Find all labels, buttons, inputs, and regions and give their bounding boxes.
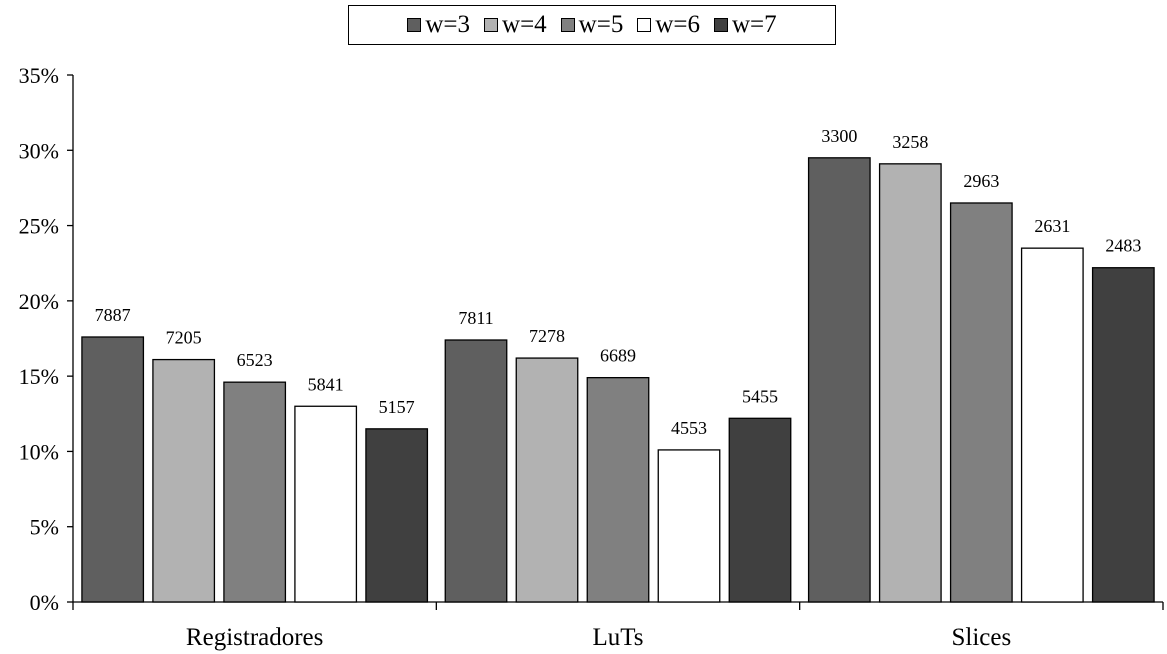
legend-swatch-w7 — [713, 18, 728, 32]
legend-label-w4: w=4 — [502, 11, 547, 38]
x-category-label: Registradores — [186, 624, 323, 651]
data-label: 5455 — [742, 386, 778, 406]
legend-item-w5: w=5 — [560, 11, 624, 39]
bar-w7-luts — [728, 417, 792, 603]
data-label: 5841 — [308, 374, 344, 394]
bar-w5-luts — [586, 376, 650, 603]
data-label: 2963 — [963, 171, 999, 191]
y-tick-label: 25% — [19, 214, 59, 239]
bar-w3-slices — [807, 157, 871, 603]
bar-w4-registradores — [152, 358, 216, 603]
legend-label-w7: w=7 — [731, 11, 777, 38]
y-tick-label: 15% — [19, 364, 59, 389]
x-category-label: Slices — [951, 624, 1011, 651]
data-label: 7811 — [458, 308, 493, 328]
data-label: 3300 — [821, 126, 857, 146]
bar-w6-luts — [657, 449, 721, 603]
bar-w5-slices — [949, 202, 1013, 603]
legend-item-w4: w=4 — [484, 11, 547, 39]
y-tick-label: 30% — [19, 138, 59, 163]
legend-swatch-w3 — [407, 18, 422, 32]
y-tick-label: 10% — [19, 439, 59, 464]
x-category-label: LuTs — [592, 624, 643, 651]
legend-swatch-w6 — [637, 18, 652, 32]
legend-item-w6: w=6 — [637, 11, 700, 39]
y-tick-label: 0% — [30, 590, 59, 615]
legend-item-w7: w=7 — [713, 11, 777, 39]
legend-item-w3: w=3 — [407, 11, 470, 39]
data-label: 2631 — [1034, 216, 1070, 236]
bar-w5-registradores — [223, 381, 287, 603]
bar-w4-slices — [878, 163, 942, 603]
bar-w3-registradores — [81, 336, 145, 603]
data-label: 5157 — [379, 397, 415, 417]
chart-legend: w=3 w=4 w=5 w=6 w=7 — [348, 5, 836, 45]
data-label: 3258 — [892, 132, 928, 152]
data-label: 6523 — [237, 350, 273, 370]
bar-w7-slices — [1091, 267, 1155, 603]
legend-label-w6: w=6 — [655, 11, 700, 38]
data-label: 2483 — [1105, 236, 1141, 256]
data-label: 6689 — [600, 346, 636, 366]
data-label: 7205 — [166, 328, 202, 348]
y-tick-label: 5% — [30, 515, 59, 540]
legend-swatch-w4 — [484, 18, 499, 32]
legend-label-w5: w=5 — [578, 11, 624, 38]
y-tick-label: 35% — [19, 63, 59, 88]
legend-label-w3: w=3 — [425, 11, 471, 38]
bar-w3-luts — [444, 339, 508, 603]
bar-w7-registradores — [365, 428, 429, 603]
bar-w4-luts — [515, 357, 579, 603]
data-label: 4553 — [671, 418, 707, 438]
data-label: 7887 — [95, 305, 131, 325]
bar-w6-registradores — [294, 405, 358, 603]
legend-swatch-w5 — [560, 18, 575, 32]
bar-w6-slices — [1020, 247, 1084, 603]
data-label: 7278 — [529, 326, 565, 346]
y-tick-label: 20% — [19, 289, 59, 314]
